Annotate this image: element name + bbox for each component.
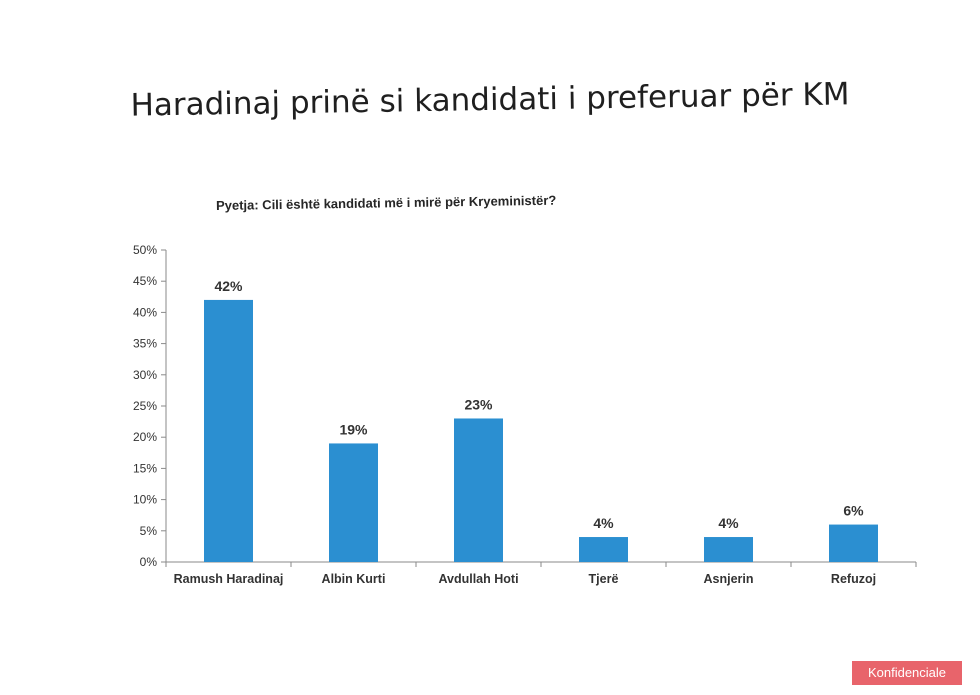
bar bbox=[829, 524, 878, 562]
y-tick-label: 30% bbox=[133, 368, 157, 382]
category-label: Tjerë bbox=[589, 572, 619, 586]
confidential-badge: Konfidenciale bbox=[852, 661, 962, 685]
bar-value-label: 6% bbox=[843, 503, 864, 519]
y-tick-label: 0% bbox=[140, 555, 158, 569]
y-tick-label: 35% bbox=[133, 337, 157, 351]
y-tick-label: 15% bbox=[133, 461, 157, 475]
bar bbox=[329, 443, 378, 562]
category-label: Avdullah Hoti bbox=[438, 572, 518, 586]
category-label: Asnjerin bbox=[703, 572, 753, 586]
bar bbox=[704, 537, 753, 562]
y-tick-label: 25% bbox=[133, 399, 157, 413]
bar-value-label: 4% bbox=[593, 515, 614, 531]
bar-value-label: 4% bbox=[718, 515, 739, 531]
bar bbox=[579, 537, 628, 562]
bar-value-label: 19% bbox=[339, 421, 368, 437]
y-tick-label: 10% bbox=[133, 493, 157, 507]
bar bbox=[454, 418, 503, 562]
bar-value-label: 42% bbox=[214, 278, 243, 294]
y-tick-label: 45% bbox=[133, 274, 157, 288]
y-tick-label: 20% bbox=[133, 430, 157, 444]
bar bbox=[204, 299, 253, 562]
category-label: Refuzoj bbox=[831, 572, 876, 586]
y-tick-label: 50% bbox=[133, 243, 157, 257]
bar-value-label: 23% bbox=[464, 396, 493, 412]
y-tick-label: 5% bbox=[140, 524, 158, 538]
category-label: Ramush Haradinaj bbox=[174, 572, 284, 586]
category-label: Albin Kurti bbox=[322, 572, 386, 586]
y-tick-label: 40% bbox=[133, 305, 157, 319]
